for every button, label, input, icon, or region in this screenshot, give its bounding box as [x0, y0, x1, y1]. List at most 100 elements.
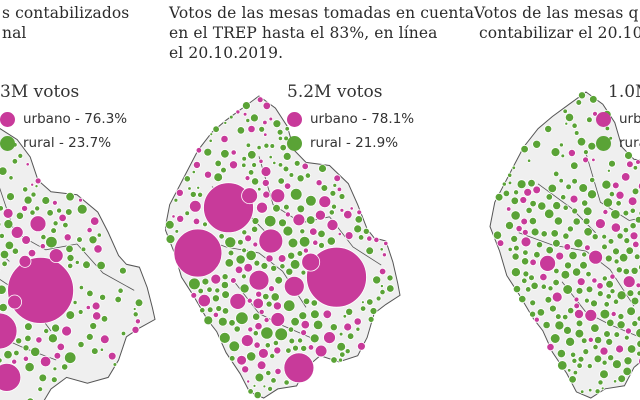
- urban-vote-bubble: [378, 267, 387, 276]
- urban-vote-bubble: [632, 240, 640, 249]
- rural-vote-bubble: [354, 215, 363, 224]
- rural-vote-bubble: [594, 388, 601, 395]
- rural-vote-bubble: [586, 116, 593, 124]
- rural-vote-bubble: [526, 158, 532, 163]
- urban-vote-bubble: [270, 188, 286, 204]
- rural-vote-bubble: [318, 241, 325, 249]
- rural-vote-bubble: [522, 249, 529, 256]
- rural-vote-bubble: [537, 201, 547, 211]
- urban-vote-bubble: [30, 182, 35, 187]
- legend-rural-label: rura: [619, 135, 640, 151]
- rural-vote-bubble: [574, 328, 585, 339]
- urban-vote-bubble: [247, 124, 256, 134]
- rural-vote-bubble: [585, 270, 592, 278]
- rural-vote-bubble: [570, 161, 579, 170]
- urban-vote-bubble: [302, 247, 309, 254]
- urban-swatch: [596, 111, 611, 127]
- rural-vote-bubble: [345, 307, 354, 316]
- rural-vote-bubble: [623, 237, 631, 245]
- urban-vote-bubble: [573, 302, 580, 310]
- rural-vote-bubble: [610, 209, 621, 220]
- rural-vote-bubble: [554, 320, 565, 331]
- urban-vote-bubble: [496, 239, 505, 247]
- rural-vote-bubble: [296, 250, 304, 257]
- urban-vote-bubble: [241, 365, 250, 374]
- rural-vote-bubble: [283, 379, 290, 386]
- urban-vote-bubble: [244, 234, 252, 243]
- urban-vote-bubble: [627, 196, 638, 207]
- rural-vote-bubble: [613, 258, 620, 265]
- rural-vote-bubble: [100, 315, 109, 323]
- panel-title-middle: Votos de las mesas tomadas en cuenta en …: [169, 4, 475, 62]
- rural-vote-bubble: [547, 183, 558, 194]
- urban-vote-bubble: [314, 344, 328, 358]
- rural-swatch: [596, 135, 611, 151]
- rural-vote-bubble: [336, 341, 347, 352]
- urban-vote-bubble: [176, 214, 185, 223]
- rural-vote-bubble: [544, 295, 553, 304]
- rural-vote-bubble: [258, 125, 266, 133]
- rural-vote-bubble: [564, 121, 569, 126]
- urban-vote-bubble: [243, 262, 253, 273]
- rural-vote-bubble: [568, 251, 578, 261]
- urban-vote-bubble: [515, 225, 523, 233]
- rural-vote-bubble: [0, 232, 5, 239]
- rural-vote-bubble: [38, 373, 48, 383]
- rural-vote-bubble: [332, 182, 338, 188]
- rural-vote-bubble: [510, 196, 519, 205]
- rural-vote-bubble: [252, 383, 257, 388]
- urban-vote-bubble: [336, 186, 343, 193]
- rural-vote-bubble: [547, 285, 554, 292]
- urban-vote-bubble: [615, 344, 625, 354]
- legend-rural-right: rura: [596, 134, 640, 152]
- urban-vote-bubble: [7, 294, 23, 310]
- rural-vote-bubble: [587, 189, 598, 200]
- rural-vote-bubble: [623, 356, 633, 366]
- rural-vote-bubble: [626, 289, 635, 298]
- rural-vote-bubble: [214, 159, 222, 168]
- rural-vote-bubble: [603, 330, 611, 338]
- rural-vote-bubble: [529, 310, 537, 318]
- rural-vote-bubble: [555, 313, 562, 320]
- rural-vote-bubble: [631, 187, 640, 196]
- urban-vote-bubble: [56, 342, 65, 352]
- rural-vote-bubble: [15, 211, 24, 220]
- total-votes-middle: 5.2M votos: [287, 82, 383, 102]
- rural-vote-bubble: [583, 149, 589, 156]
- urban-vote-bubble: [594, 218, 606, 230]
- rural-vote-bubble: [550, 229, 559, 238]
- rural-vote-bubble: [576, 136, 587, 147]
- rural-vote-bubble: [78, 284, 85, 291]
- legend-rural-label: rural - 21.9%: [310, 135, 399, 151]
- rural-vote-bubble: [330, 203, 337, 210]
- rural-vote-bubble: [0, 357, 3, 364]
- urban-vote-bubble: [563, 243, 572, 251]
- rural-vote-bubble: [197, 287, 204, 295]
- rural-vote-bubble: [593, 354, 603, 364]
- rural-vote-bubble: [24, 334, 32, 343]
- rural-vote-bubble: [549, 304, 557, 313]
- rural-vote-bubble: [573, 130, 580, 136]
- urban-vote-bubble: [21, 235, 31, 245]
- rural-vote-bubble: [623, 334, 630, 341]
- rural-vote-bubble: [132, 311, 139, 318]
- rural-vote-bubble: [262, 292, 270, 301]
- urban-vote-bubble: [86, 227, 93, 234]
- rural-vote-bubble: [359, 305, 367, 312]
- rural-vote-bubble: [117, 287, 124, 294]
- urban-vote-bubble: [283, 182, 292, 190]
- urban-vote-bubble: [596, 282, 604, 290]
- map-panel-right: Votos de las mesas q contabilizar el 20.…: [470, 0, 640, 400]
- rural-vote-bubble: [545, 193, 553, 201]
- rural-vote-bubble: [379, 284, 384, 289]
- rural-vote-bubble: [247, 388, 254, 395]
- rural-vote-bubble: [536, 308, 546, 317]
- rural-vote-bubble: [257, 186, 262, 192]
- rural-vote-bubble: [197, 191, 204, 198]
- urban-vote-bubble: [588, 249, 603, 265]
- rural-vote-bubble: [590, 323, 600, 333]
- urban-vote-bubble: [18, 254, 32, 268]
- urban-vote-bubble: [192, 217, 201, 226]
- rural-vote-bubble: [601, 233, 608, 240]
- rural-vote-bubble: [601, 179, 612, 190]
